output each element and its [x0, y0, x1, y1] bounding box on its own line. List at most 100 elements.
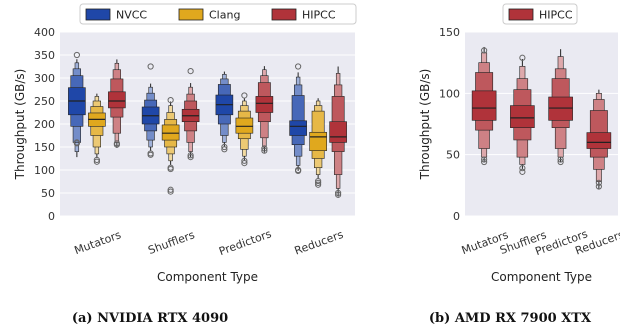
boxen-hipcc-reducers — [329, 66, 347, 198]
outlier-point — [519, 54, 526, 61]
x-tick-label: Mutators — [73, 228, 124, 257]
boxen-clang-predictors — [235, 92, 254, 167]
y-tick-label: 50 — [446, 149, 460, 162]
outlier-point — [315, 181, 322, 188]
boxen-level — [309, 131, 327, 151]
outlier-point — [261, 145, 268, 152]
boxen-clang-shufflers — [161, 96, 180, 195]
boxen-level — [289, 120, 307, 136]
outlier-point — [519, 168, 526, 175]
legend-label-hipcc: HIPCC — [302, 9, 336, 22]
y-tick-label: 0 — [48, 210, 55, 223]
y-tick-label: 150 — [439, 26, 460, 39]
outlier-point — [261, 147, 268, 154]
y-tick-label: 200 — [34, 118, 55, 131]
outlier-point — [295, 63, 302, 70]
outlier-point — [187, 68, 194, 75]
boxen-hipcc-shufflers — [510, 54, 535, 175]
outlier-point — [595, 179, 602, 186]
legend-label-hipcc: HIPCC — [539, 9, 573, 22]
outlier-point — [73, 51, 80, 59]
legend-b: HIPCC — [502, 3, 578, 25]
boxen-level — [586, 132, 612, 149]
x-tick-label: Predictors — [217, 227, 273, 258]
boxen-hipcc-predictors — [548, 49, 573, 166]
boxen-hipcc-reducers — [586, 89, 612, 190]
boxen-level — [510, 105, 535, 128]
boxen-clang-mutators — [88, 93, 106, 165]
y-tick-label: 100 — [34, 164, 55, 177]
outlier-point — [147, 150, 154, 157]
legend-swatch-nvcc — [85, 8, 111, 21]
outlier-point — [167, 96, 174, 104]
boxen-level — [291, 95, 305, 146]
boxen-level — [235, 117, 254, 134]
outlier-point — [167, 164, 174, 171]
y-tick-label: 250 — [34, 95, 55, 108]
x-tick-label: Shufflers — [146, 228, 196, 257]
legend-label-clang: Clang — [209, 9, 240, 22]
y-tick-label: 300 — [34, 72, 55, 85]
boxen-hipcc-shufflers — [181, 68, 200, 161]
caption-a: (a) NVIDIA RTX 4090 — [72, 311, 228, 326]
legend-swatch-clang — [178, 8, 204, 21]
outlier-point — [187, 152, 194, 159]
outlier-point — [221, 143, 228, 151]
y-tick-label: 0 — [453, 210, 460, 223]
y-axis-label: Throughput (GB/s) — [13, 69, 27, 181]
boxen-nvcc-reducers — [289, 63, 307, 175]
outlier-point — [113, 140, 120, 147]
boxen-hipcc-mutators — [108, 59, 126, 148]
boxen-level — [329, 121, 347, 143]
boxen-level — [161, 124, 180, 141]
x-tick-label: Reducers — [293, 228, 346, 258]
outlier-point — [187, 154, 194, 161]
y-tick-label: 350 — [34, 49, 55, 62]
x-axis-label: Component Type — [491, 270, 592, 284]
outlier-point — [295, 166, 302, 174]
legend-label-nvcc: NVCC — [116, 9, 147, 22]
boxen-level — [471, 90, 497, 121]
outlier-point — [93, 158, 100, 165]
outlier-point — [557, 158, 564, 166]
outlier-point — [167, 186, 174, 193]
y-tick-label: 100 — [439, 87, 460, 100]
boxen-hipcc-predictors — [255, 66, 274, 154]
boxen-level — [548, 96, 573, 121]
outlier-point — [481, 156, 488, 163]
legend-swatch-hipcc — [508, 8, 534, 21]
legend-a: NVCC Clang HIPCC — [79, 3, 357, 25]
outlier-point — [221, 146, 228, 153]
outlier-point — [241, 157, 248, 164]
outlier-point — [481, 158, 488, 166]
outlier-point — [241, 160, 248, 167]
outlier-point — [519, 165, 526, 172]
boxen-nvcc-predictors — [215, 71, 234, 153]
boxen-clang-reducers — [309, 98, 327, 188]
boxen-level — [255, 96, 274, 113]
outlier-point — [557, 156, 564, 163]
outlier-point — [335, 189, 342, 197]
panel-rtx4090: 0 50 100 150 200 250 300 350 400 Throughput (GB/s… — [13, 26, 355, 284]
caption-b: (b) AMD RX 7900 XTX — [429, 311, 592, 326]
boxen-nvcc-mutators — [68, 51, 86, 158]
outlier-point — [73, 139, 80, 146]
boxen-hipcc-mutators — [471, 46, 497, 166]
y-tick-label: 50 — [41, 187, 55, 200]
y-tick-label: 150 — [34, 141, 55, 154]
outlier-point — [335, 191, 342, 198]
outlier-point — [241, 92, 248, 99]
outlier-point — [315, 179, 322, 186]
boxen-nvcc-shufflers — [141, 63, 160, 158]
boxen-level — [108, 91, 126, 109]
y-axis-label: Throughput (GB/s) — [418, 69, 432, 181]
outlier-point — [167, 188, 174, 195]
y-tick-label: 400 — [34, 26, 55, 39]
outlier-point — [595, 183, 602, 190]
outlier-point — [147, 63, 154, 70]
legend-swatch-hipcc — [271, 8, 297, 21]
panel-rx7900: 0 50 100 150 Throughput (GB/s) Component Type… — [418, 26, 620, 284]
outlier-point — [93, 156, 100, 163]
outlier-point — [481, 47, 488, 54]
